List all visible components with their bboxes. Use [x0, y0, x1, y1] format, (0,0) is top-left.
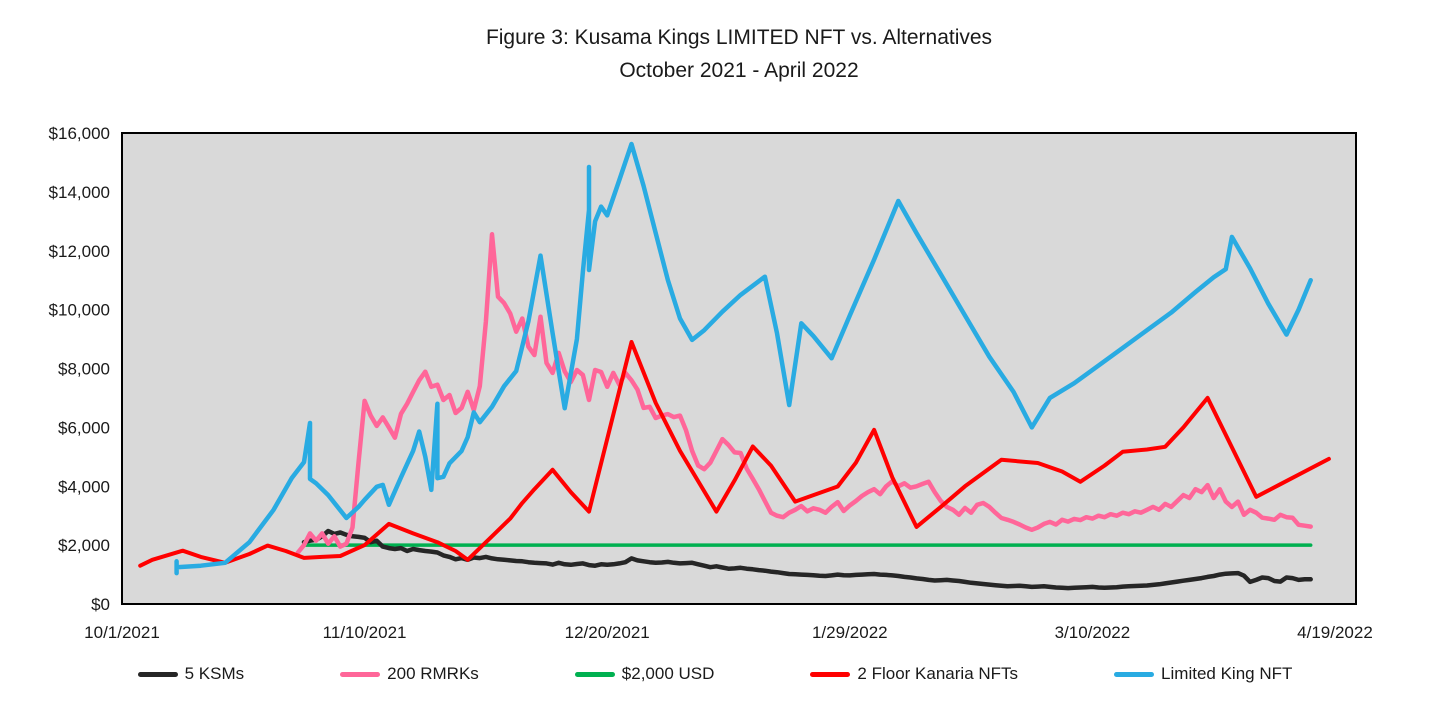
y-axis-tick-label: $4,000: [58, 477, 110, 496]
y-axis-tick-label: $6,000: [58, 418, 110, 437]
chart-legend: 5 KSMs 200 RMRKs $2,000 USD 2 Floor Kanaria…: [0, 664, 1430, 684]
y-axis-tick-label: $2,000: [58, 536, 110, 555]
legend-label: 200 RMRKs: [387, 664, 479, 683]
plot-area: [121, 132, 1357, 605]
series-line-2-floor-kanaria-nfts: [138, 340, 1331, 568]
legend-label: 5 KSMs: [184, 664, 245, 683]
x-axis-tick-label: 12/20/2021: [565, 623, 650, 642]
y-axis-tick-label: $8,000: [58, 360, 110, 379]
y-axis-tick-label: $14,000: [49, 183, 110, 202]
legend-label: Limited King NFT: [1161, 664, 1293, 683]
x-axis-tick-label: 3/10/2022: [1055, 623, 1131, 642]
series-line-limited-king-nft: [174, 141, 1313, 576]
series-line-200-rmrks: [295, 232, 1313, 555]
chart-title-line2: October 2021 - April 2022: [619, 58, 859, 82]
legend-item-2-floor-kanaria-nfts: 2 Floor Kanaria NFTs: [810, 664, 1018, 684]
x-axis-tick-label: 4/19/2022: [1297, 623, 1373, 642]
legend-label: 2 Floor Kanaria NFTs: [857, 664, 1019, 683]
x-axis-tick-label: 10/1/2021: [84, 623, 160, 642]
legend-line-swatch-icon: [574, 671, 615, 677]
legend-item--2-000-usd: $2,000 USD: [574, 664, 715, 684]
legend-line-swatch-icon: [137, 671, 178, 677]
y-axis-tick-label: $16,000: [49, 124, 110, 143]
legend-label: $2,000 USD: [621, 664, 715, 683]
legend-line-swatch-icon: [340, 671, 381, 677]
x-axis-tick-label: 11/10/2021: [323, 623, 407, 642]
legend-line-swatch-icon: [810, 671, 851, 677]
legend-line-swatch-icon: [1114, 671, 1155, 677]
y-axis-tick-label: $0: [91, 595, 110, 614]
legend-item-200-rmrks: 200 RMRKs: [340, 664, 479, 684]
legend-item-limited-king-nft: Limited King NFT: [1114, 664, 1292, 684]
y-axis-tick-label: $12,000: [49, 242, 110, 261]
x-axis-tick-label: 1/29/2022: [812, 623, 888, 642]
chart-title: Figure 3: Kusama Kings LIMITED NFT vs. A…: [122, 22, 1356, 87]
chart-title-line1: Figure 3: Kusama Kings LIMITED NFT vs. A…: [485, 26, 993, 49]
y-axis-tick-label: $10,000: [49, 301, 110, 320]
legend-item-5-ksms: 5 KSMs: [137, 664, 245, 684]
